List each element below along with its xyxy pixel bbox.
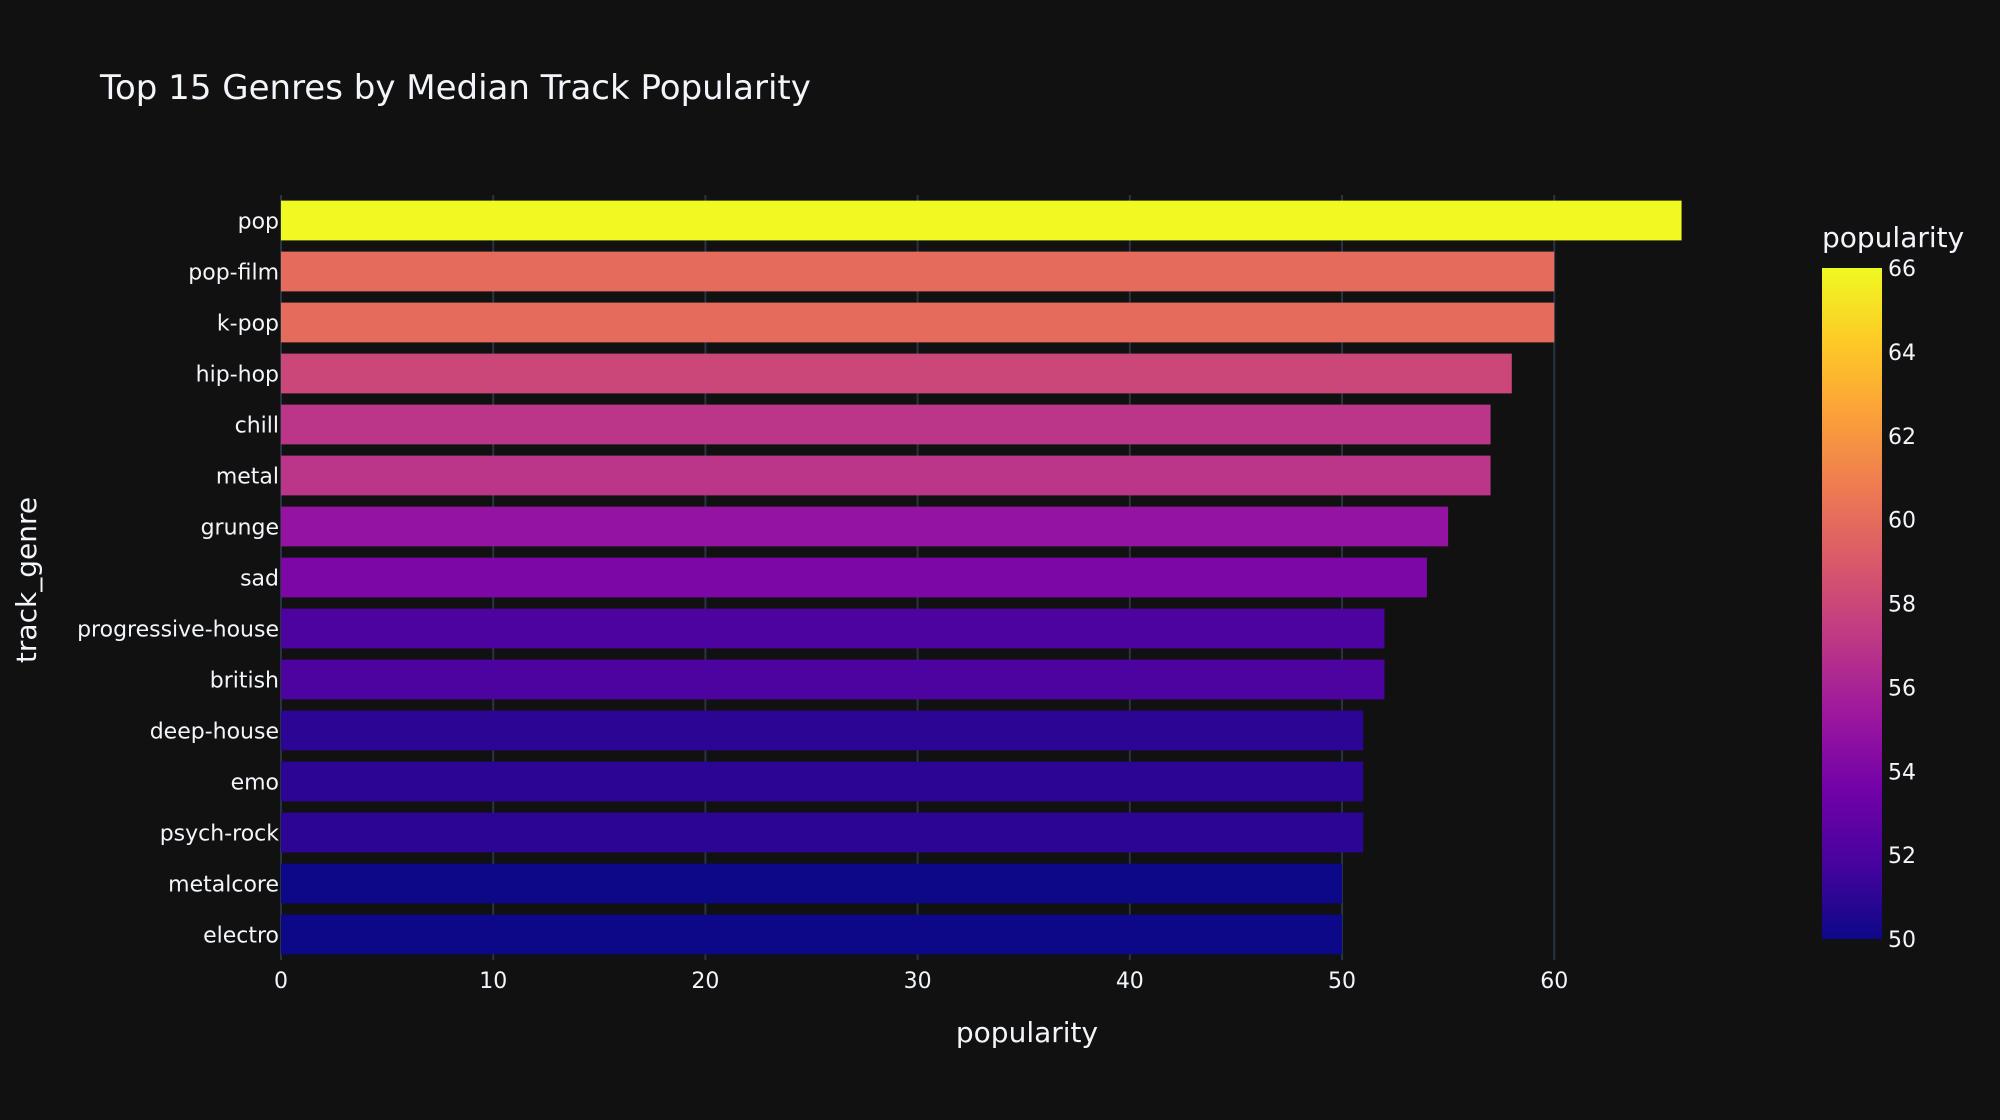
bar-pop-film [281, 251, 1555, 292]
bar-psych-rock [281, 812, 1364, 853]
y-tick-label: sad [240, 567, 279, 592]
colorbar-tick-label: 58 [1888, 593, 1916, 618]
y-tick-label: emo [231, 771, 279, 796]
y-tick-label: pop-film [188, 261, 279, 286]
colorbar-tick-label: 66 [1888, 257, 1916, 282]
y-tick-label: metal [216, 465, 279, 490]
colorbar-ticks: 50 52 54 56 58 60 62 64 66 [1888, 257, 1916, 953]
colorbar-gradient [1822, 268, 1882, 939]
x-axis-title: popularity [956, 1016, 1098, 1049]
x-tick-label: 30 [904, 969, 932, 994]
bar-grunge [281, 506, 1449, 547]
x-tick-label: 60 [1540, 969, 1568, 994]
colorbar-tick-label: 50 [1888, 928, 1916, 953]
bars [281, 200, 1682, 955]
bar-emo [281, 761, 1364, 802]
bar-hip-hop [281, 353, 1512, 394]
chart-title: Top 15 Genres by Median Track Popularity [99, 68, 811, 108]
bar-electro [281, 914, 1343, 955]
bar-k-pop [281, 302, 1555, 343]
bar-metal [281, 455, 1491, 496]
colorbar-tick-label: 56 [1888, 676, 1916, 701]
bar-british [281, 659, 1385, 700]
bar-progressive-house [281, 608, 1385, 649]
x-tick-label: 40 [1116, 969, 1144, 994]
bar-chill [281, 404, 1491, 445]
x-tick-label: 50 [1328, 969, 1356, 994]
y-tick-label: progressive-house [77, 618, 279, 643]
bar-sad [281, 557, 1427, 598]
colorbar-tick-label: 64 [1888, 341, 1916, 366]
y-axis-title: track_genre [10, 497, 43, 663]
bar-pop [281, 200, 1682, 241]
x-tick-label: 20 [691, 969, 719, 994]
x-tick-label: 10 [479, 969, 507, 994]
y-tick-label: k-pop [217, 312, 279, 337]
colorbar-title: popularity [1822, 221, 1964, 254]
y-tick-label: grunge [201, 516, 279, 541]
y-tick-label: deep-house [150, 720, 279, 745]
bar-metalcore [281, 863, 1343, 904]
y-axis-ticks: pop pop-film k-pop hip-hop chill metal grunge s… [77, 210, 279, 949]
colorbar: popularity 50 52 54 56 58 60 62 64 66 [1822, 221, 1964, 953]
colorbar-tick-label: 52 [1888, 844, 1916, 869]
bar-deep-house [281, 710, 1364, 751]
x-axis-ticks: 0 10 20 30 40 50 60 [274, 969, 1568, 994]
y-tick-label: chill [235, 414, 279, 439]
y-tick-label: pop [238, 210, 279, 235]
y-tick-label: psych-rock [160, 822, 280, 847]
colorbar-tick-label: 60 [1888, 509, 1916, 534]
y-tick-label: british [210, 669, 279, 694]
x-tick-label: 0 [274, 969, 288, 994]
colorbar-tick-label: 62 [1888, 425, 1916, 450]
y-tick-label: metalcore [168, 873, 279, 898]
y-tick-label: electro [203, 924, 279, 949]
colorbar-tick-label: 54 [1888, 760, 1916, 785]
y-tick-label: hip-hop [196, 363, 279, 388]
